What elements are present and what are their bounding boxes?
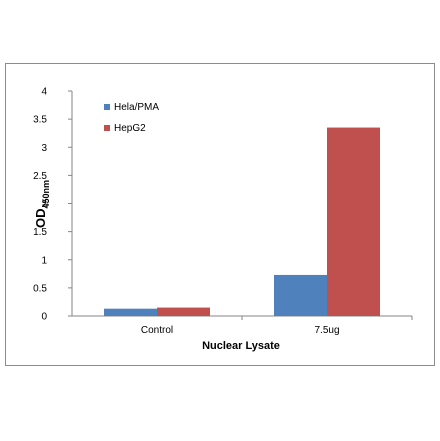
x-category-label: Control [141, 325, 173, 336]
legend-label: HepG2 [114, 123, 146, 134]
y-tick-label: 0.5 [33, 283, 47, 294]
y-tick-label: 3 [41, 143, 47, 154]
x-axis-title: Nuclear Lysate [202, 340, 280, 352]
legend: Hela/PMA HepG2 [104, 102, 159, 134]
y-axis-ticks: 0 0.5 1 1.5 2 2.5 3 3.5 4 [33, 87, 72, 323]
bar-hela-pma-control [104, 308, 157, 316]
y-tick-label: 2 [41, 199, 47, 210]
y-tick-label: 3.5 [33, 115, 47, 126]
y-tick-label: 4 [41, 87, 47, 98]
y-axis-title-main: OD [33, 209, 48, 229]
x-axis-category-labels: Control 7.5ug [141, 316, 413, 336]
y-tick-label: 1.5 [33, 227, 47, 238]
y-axis-title: OD450nm [33, 180, 51, 228]
bar-hepg2-control [157, 307, 210, 316]
y-tick-label: 0 [41, 312, 47, 323]
y-tick-label: 1 [41, 255, 47, 266]
legend-swatch [104, 104, 110, 110]
bars [104, 127, 380, 316]
y-tick-label: 2.5 [33, 171, 47, 182]
bar-hela-pma-7-5ug [274, 274, 327, 316]
bar-hepg2-7-5ug [327, 127, 380, 316]
x-category-label: 7.5ug [314, 325, 339, 336]
legend-label: Hela/PMA [114, 102, 159, 113]
y-axis-title-subscript: 450nm [41, 180, 51, 209]
legend-swatch [104, 125, 110, 131]
